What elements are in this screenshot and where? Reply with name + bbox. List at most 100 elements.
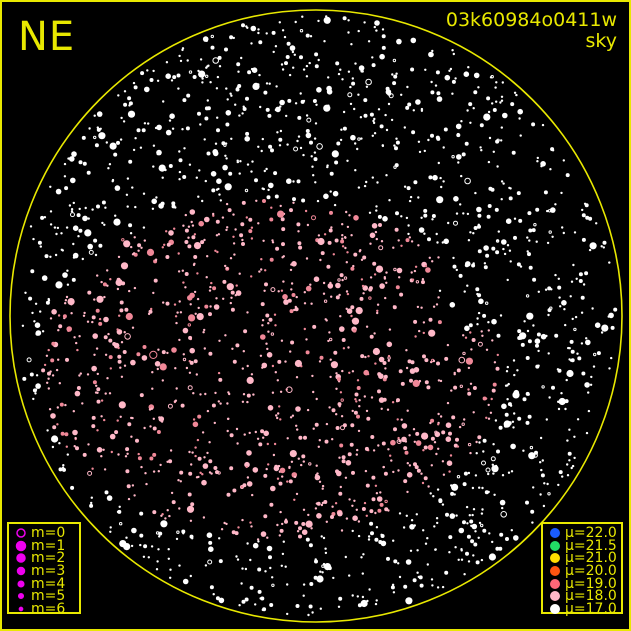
star — [365, 409, 369, 413]
star — [355, 453, 358, 456]
star — [206, 99, 209, 102]
star — [317, 237, 325, 246]
star — [274, 464, 279, 469]
star — [475, 560, 480, 565]
star — [206, 255, 209, 258]
star — [470, 539, 475, 544]
star — [345, 210, 348, 214]
star — [49, 223, 53, 226]
star — [528, 452, 536, 460]
star — [403, 126, 406, 129]
star — [262, 436, 265, 439]
star — [413, 462, 417, 467]
star — [437, 256, 440, 259]
star — [341, 237, 344, 240]
star — [116, 140, 120, 145]
star — [184, 272, 189, 276]
star — [96, 204, 100, 209]
star — [492, 472, 495, 475]
star — [286, 143, 289, 146]
star — [40, 215, 45, 220]
star — [224, 47, 228, 52]
star — [41, 275, 48, 281]
star — [309, 35, 313, 38]
star — [142, 555, 146, 558]
color-dot-icon — [545, 590, 565, 602]
star — [199, 471, 202, 474]
star — [367, 535, 371, 538]
star — [211, 188, 216, 193]
star — [458, 356, 466, 364]
star — [477, 536, 480, 539]
star — [279, 129, 283, 133]
star — [281, 29, 285, 32]
star — [470, 524, 473, 527]
star — [250, 25, 257, 32]
star — [156, 124, 162, 131]
star — [377, 372, 382, 377]
star — [55, 281, 63, 289]
star — [436, 586, 440, 589]
star — [76, 213, 81, 218]
star — [392, 591, 396, 594]
star — [242, 350, 245, 353]
star — [585, 339, 591, 346]
star — [41, 330, 45, 333]
star — [186, 93, 191, 98]
star — [201, 199, 204, 203]
star — [435, 452, 438, 456]
star — [413, 524, 416, 527]
star — [263, 473, 268, 478]
star — [165, 255, 170, 259]
star — [267, 405, 274, 411]
star — [260, 596, 265, 601]
star — [423, 213, 428, 218]
star — [540, 468, 543, 472]
star — [241, 367, 244, 370]
star — [177, 270, 181, 273]
star — [282, 280, 285, 283]
star — [281, 256, 284, 259]
star — [257, 222, 260, 225]
star — [29, 372, 34, 377]
star — [400, 381, 405, 386]
star — [428, 317, 433, 322]
star — [523, 320, 526, 323]
star — [65, 357, 69, 362]
star — [419, 230, 422, 233]
star — [481, 508, 484, 511]
star — [395, 140, 400, 145]
star — [460, 174, 463, 178]
star — [539, 461, 542, 464]
star — [281, 522, 284, 526]
color-dot-icon — [545, 540, 565, 552]
star — [302, 508, 306, 511]
star — [203, 347, 206, 350]
star — [342, 347, 346, 350]
star — [405, 559, 412, 565]
star — [127, 96, 132, 101]
star — [396, 439, 402, 444]
star — [196, 272, 199, 275]
star — [208, 540, 213, 545]
star — [160, 420, 164, 423]
star — [323, 16, 331, 24]
star — [347, 92, 353, 98]
star — [296, 428, 299, 431]
star — [368, 211, 372, 214]
star — [250, 373, 254, 376]
star — [449, 454, 453, 457]
star — [32, 397, 35, 401]
star — [208, 289, 212, 292]
star — [458, 273, 463, 278]
star — [249, 585, 254, 590]
star — [312, 324, 317, 329]
star — [365, 85, 369, 89]
star — [182, 578, 189, 585]
star — [92, 333, 98, 339]
star — [269, 502, 274, 507]
star — [420, 109, 424, 113]
star — [248, 229, 253, 234]
star — [256, 437, 260, 440]
star — [21, 324, 25, 327]
